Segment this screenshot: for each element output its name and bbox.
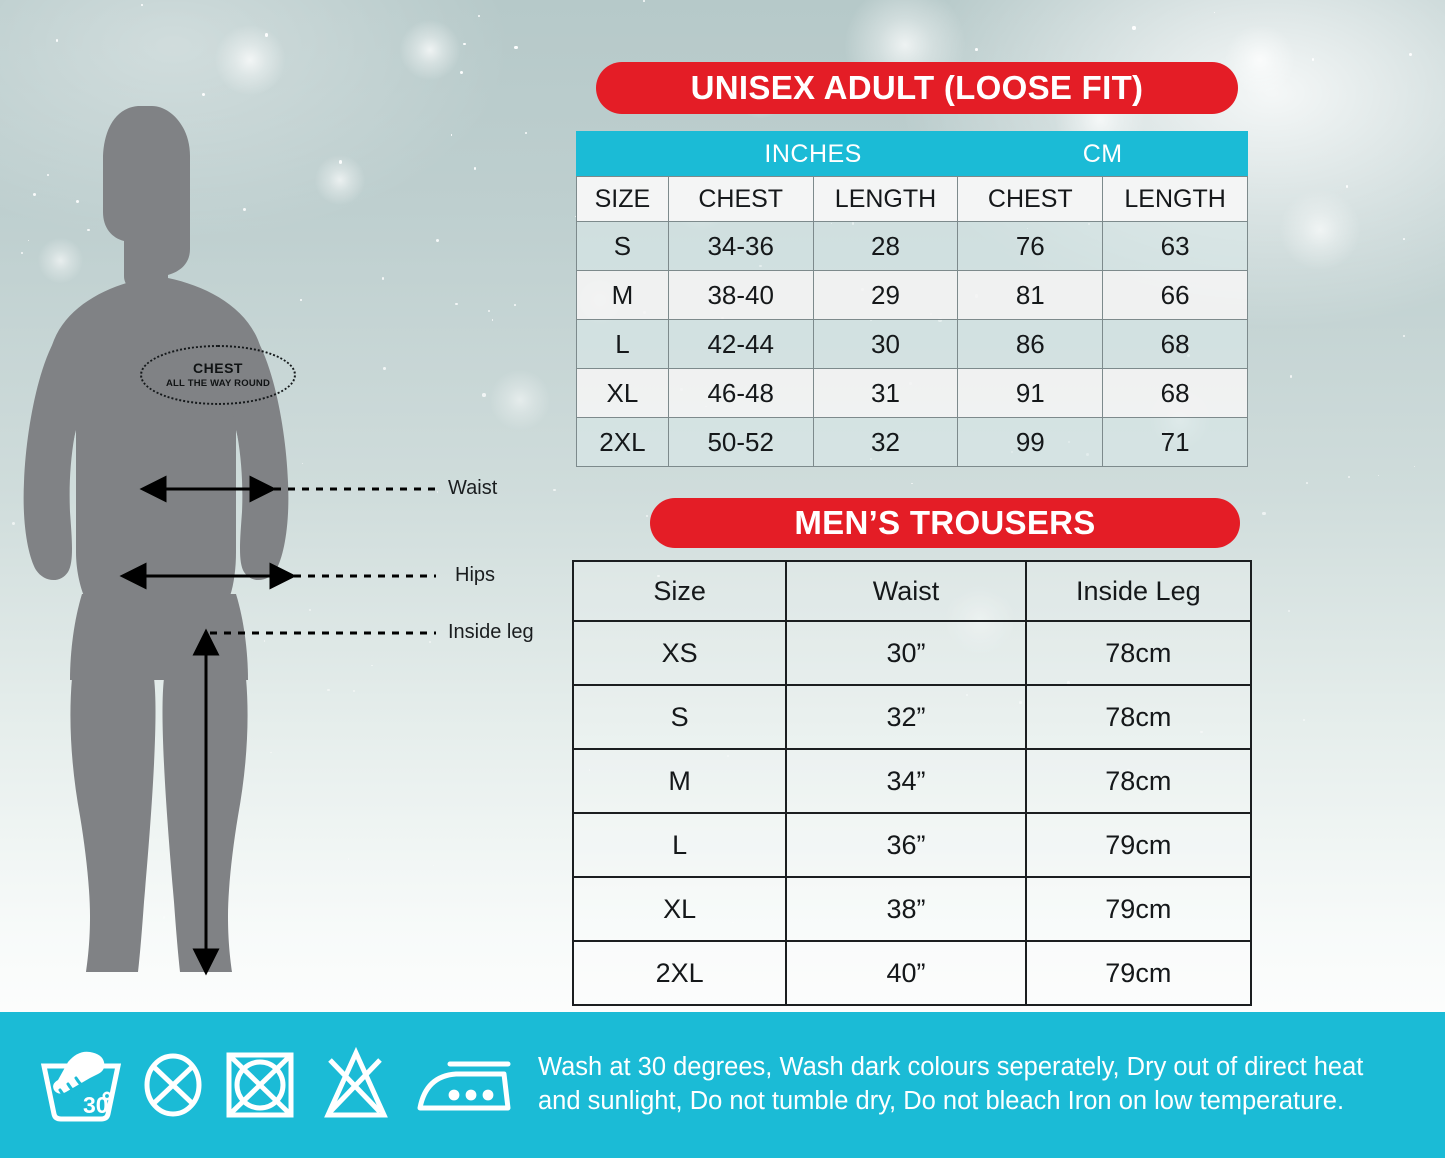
cell-inside-leg: 79cm [1024, 876, 1253, 942]
unisex-column-header-row: SIZE CHEST LENGTH CHEST LENGTH [576, 176, 1248, 222]
table-row: M 38-40 29 81 66 [576, 270, 1248, 320]
group-header-cm: CM [957, 131, 1248, 177]
cell-cm-chest: 99 [957, 417, 1104, 467]
cell-in-chest: 42-44 [667, 319, 814, 369]
cell-in-chest: 34-36 [667, 221, 814, 271]
trousers-title-text: MEN’S TROUSERS [794, 504, 1096, 541]
cell-size: XL [576, 368, 669, 418]
cell-size: M [571, 748, 788, 814]
group-header-blank [576, 131, 669, 177]
cell-in-length: 31 [812, 368, 959, 418]
trousers-header-row: Size Waist Inside Leg [571, 560, 1253, 622]
cell-size: S [576, 221, 669, 271]
table-row: 2XL 50-52 32 99 71 [576, 417, 1248, 467]
cell-inside-leg: 78cm [1024, 620, 1253, 686]
cell-cm-length: 66 [1102, 270, 1248, 320]
cell-cm-length: 68 [1102, 368, 1248, 418]
col-header-inside-leg: Inside Leg [1024, 560, 1253, 622]
size-charts-panel: UNISEX ADULT (LOOSE FIT) INCHES CM SIZE … [560, 0, 1445, 1012]
col-header-size: SIZE [576, 176, 669, 222]
table-row: L 36” 79cm [571, 812, 1253, 878]
table-row: XL 38” 79cm [571, 876, 1253, 942]
unisex-title-badge: UNISEX ADULT (LOOSE FIT) [596, 62, 1238, 114]
cell-waist: 36” [785, 812, 1027, 878]
cell-cm-chest: 91 [957, 368, 1104, 418]
cell-waist: 34” [785, 748, 1027, 814]
col-header-cm-chest: CHEST [957, 176, 1104, 222]
care-instructions-footer: 30 Wash at 30 [0, 1012, 1445, 1158]
table-row: S 34-36 28 76 63 [576, 221, 1248, 271]
label-hips: Hips [455, 564, 496, 586]
cell-size: M [576, 270, 669, 320]
group-header-inches: INCHES [667, 131, 959, 177]
cell-in-length: 30 [812, 319, 959, 369]
cell-in-length: 32 [812, 417, 959, 467]
cell-size: 2XL [571, 940, 788, 1006]
chest-callout-line2: ALL THE WAY ROUND [165, 377, 271, 389]
cell-in-length: 29 [812, 270, 959, 320]
inside-leg-arrow [192, 628, 436, 976]
col-header-cm-length: LENGTH [1102, 176, 1248, 222]
table-row: L 42-44 30 86 68 [576, 319, 1248, 369]
table-row: S 32” 78cm [571, 684, 1253, 750]
cell-cm-length: 68 [1102, 319, 1248, 369]
label-inside-leg: Inside leg [448, 621, 534, 643]
do-not-dry-clean-icon [324, 1046, 388, 1118]
do-not-tumble-dry-icon [226, 1052, 294, 1118]
unisex-title-text: UNISEX ADULT (LOOSE FIT) [690, 69, 1144, 106]
cell-size: S [571, 684, 788, 750]
cell-cm-chest: 81 [957, 270, 1104, 320]
cell-waist: 30” [785, 620, 1027, 686]
cell-waist: 40” [785, 940, 1027, 1006]
cell-size: L [571, 812, 788, 878]
cell-cm-length: 63 [1102, 221, 1248, 271]
trousers-title-badge: MEN’S TROUSERS [650, 498, 1240, 548]
table-row: 2XL 40” 79cm [571, 940, 1253, 1006]
chest-measurement-callout: CHEST ALL THE WAY ROUND [140, 345, 296, 405]
cell-in-chest: 46-48 [667, 368, 814, 418]
cell-size: XS [571, 620, 788, 686]
cell-cm-chest: 76 [957, 221, 1104, 271]
table-row: XS 30” 78cm [571, 620, 1253, 686]
cell-in-length: 28 [812, 221, 959, 271]
cell-inside-leg: 78cm [1024, 748, 1253, 814]
col-header-inches-length: LENGTH [812, 176, 959, 222]
cell-waist: 32” [785, 684, 1027, 750]
cell-cm-chest: 86 [957, 319, 1104, 369]
table-row: XL 46-48 31 91 68 [576, 368, 1248, 418]
chest-callout-line1: CHEST [193, 360, 243, 377]
cell-inside-leg: 79cm [1024, 940, 1253, 1006]
unisex-size-table: INCHES CM SIZE CHEST LENGTH CHEST LENGTH… [576, 131, 1248, 467]
table-row: M 34” 78cm [571, 748, 1253, 814]
care-instructions-text: Wash at 30 degrees, Wash dark colours se… [538, 1053, 1364, 1115]
col-header-size: Size [571, 560, 788, 622]
do-not-bleach-icon [144, 1053, 202, 1117]
label-waist: Waist [448, 477, 498, 499]
cell-cm-length: 71 [1102, 417, 1248, 467]
cell-size: 2XL [576, 417, 669, 467]
care-icon-row: 30 [0, 1046, 538, 1124]
cell-in-chest: 38-40 [667, 270, 814, 320]
unisex-group-header-row: INCHES CM [576, 131, 1248, 177]
col-header-waist: Waist [785, 560, 1027, 622]
cell-waist: 38” [785, 876, 1027, 942]
col-header-inches-chest: CHEST [667, 176, 814, 222]
cell-size: L [576, 319, 669, 369]
trousers-size-table: Size Waist Inside Leg XS 30” 78cm S 32” … [571, 560, 1253, 1006]
cell-inside-leg: 79cm [1024, 812, 1253, 878]
cell-in-chest: 50-52 [667, 417, 814, 467]
body-figure-panel: CHEST ALL THE WAY ROUND Waist Hips [0, 0, 560, 1012]
hand-wash-30-icon: 30 [40, 1051, 122, 1122]
measurement-arrows [119, 475, 436, 976]
iron-low-temperature-icon [417, 1061, 511, 1111]
cell-inside-leg: 78cm [1024, 684, 1253, 750]
cell-size: XL [571, 876, 788, 942]
